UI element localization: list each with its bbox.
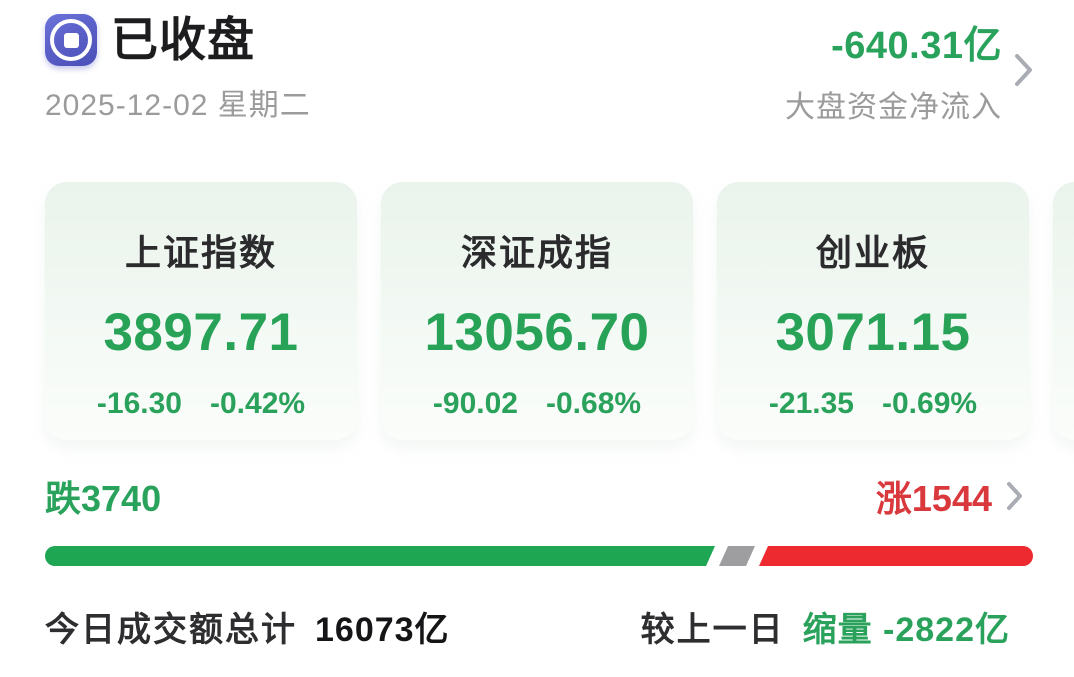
index-change-row: -21.35 -0.69%	[769, 387, 977, 421]
index-value: 3071.15	[775, 303, 971, 362]
index-card-shanghai[interactable]: 上证指数 3897.71 -16.30 -0.42%	[45, 182, 357, 440]
index-change-pct: -0.42%	[210, 387, 306, 420]
index-change: -16.30	[96, 387, 182, 420]
flat-bar-segment	[719, 546, 755, 566]
net-inflow-texts: -640.31亿 大盘资金净流入	[785, 14, 1002, 126]
decliners-count: 跌3740	[45, 478, 162, 519]
coin-icon	[45, 14, 97, 66]
index-change: -21.35	[768, 387, 854, 420]
chevron-right-icon[interactable]	[1006, 480, 1024, 512]
advance-bar-segment	[759, 546, 1033, 566]
market-status-block: 已收盘 2025-12-02 星期二	[45, 14, 311, 124]
index-card-shenzhen[interactable]: 深证成指 13056.70 -90.02 -0.68%	[381, 182, 693, 440]
index-change-row: -16.30 -0.42%	[97, 387, 305, 421]
index-change-pct: -0.68%	[546, 387, 642, 420]
chevron-right-icon[interactable]	[1014, 52, 1034, 88]
index-value: 3897.71	[103, 303, 299, 362]
compare-value: 缩量 -2822亿	[802, 611, 1010, 649]
net-inflow-label: 大盘资金净流入	[785, 91, 1002, 124]
turnover-total: 今日成交额总计 16073亿	[45, 602, 450, 651]
breadth-bar	[45, 546, 1033, 566]
market-status-title: 已收盘	[111, 13, 255, 67]
index-name: 创业板	[815, 232, 930, 273]
coin-square	[63, 32, 79, 48]
index-change-pct: -0.69%	[882, 387, 978, 420]
decline-bar-segment	[45, 546, 715, 566]
index-value: 13056.70	[424, 303, 650, 362]
index-name: 上证指数	[124, 232, 277, 273]
index-change: -90.02	[432, 387, 518, 420]
index-card-partial[interactable]	[1053, 182, 1074, 440]
compare-label: 较上一日	[640, 611, 785, 649]
index-cards-row: 上证指数 3897.71 -16.30 -0.42% 深证成指 13056.70…	[45, 182, 1074, 440]
advancers-group: 涨1544	[876, 470, 1024, 522]
index-card-chinext[interactable]: 创业板 3071.15 -21.35 -0.69%	[717, 182, 1029, 440]
trade-date: 2025-12-02 星期二	[45, 89, 311, 122]
header: 已收盘 2025-12-02 星期二 -640.31亿 大盘资金净流入	[0, 0, 1074, 126]
index-name: 深证成指	[460, 232, 613, 273]
advancers-count: 涨1544	[875, 478, 992, 519]
turnover-summary-row: 今日成交额总计 16073亿 较上一日 缩量 -2822亿	[0, 602, 1074, 651]
turnover-compare: 较上一日 缩量 -2822亿	[641, 602, 1010, 651]
title-row: 已收盘	[45, 14, 311, 66]
turnover-value: 16073亿	[315, 611, 450, 649]
turnover-label: 今日成交额总计	[45, 611, 297, 649]
index-change-row: -90.02 -0.68%	[433, 387, 641, 421]
net-inflow-value: -640.31亿	[831, 25, 1002, 67]
coin-ring	[50, 19, 92, 61]
market-breadth-row[interactable]: 跌3740 涨1544	[0, 470, 1074, 522]
net-inflow-block[interactable]: -640.31亿 大盘资金净流入	[785, 14, 1034, 126]
